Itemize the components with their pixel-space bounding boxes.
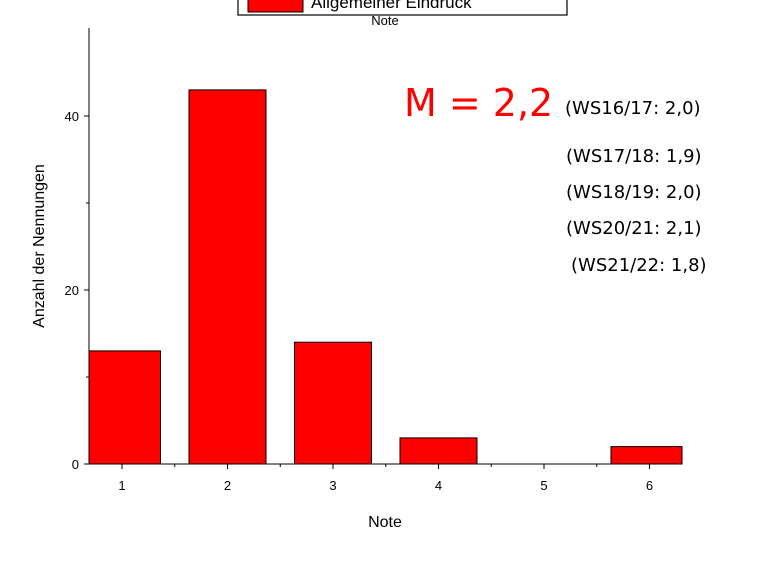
history-item: (WS20/21: 2,1) xyxy=(566,218,702,239)
history-item: (WS18/19: 2,0) xyxy=(566,182,702,203)
legend-swatch xyxy=(247,0,304,13)
plot-title: Note xyxy=(371,13,398,28)
x-axis-label: Note xyxy=(368,514,402,531)
x-ticks-group: 1 2 3 4 5 6 xyxy=(118,464,653,493)
history-item: (WS17/18: 1,9) xyxy=(566,146,702,167)
y-tick-label: 0 xyxy=(72,457,79,472)
x-tick-label: 1 xyxy=(118,478,125,493)
x-tick-label: 4 xyxy=(435,478,442,493)
legend-box xyxy=(237,0,568,16)
x-tick-label: 6 xyxy=(646,478,653,493)
mean-annotation: M = 2,2 xyxy=(404,81,553,125)
bar-6 xyxy=(610,446,683,465)
bar-2 xyxy=(188,89,267,465)
bar-4 xyxy=(399,437,478,465)
bar-3 xyxy=(294,341,372,465)
bars-group xyxy=(88,89,683,465)
history-item: (WS16/17: 2,0) xyxy=(565,98,701,119)
x-tick-label: 3 xyxy=(329,478,336,493)
x-tick-label: 5 xyxy=(540,478,547,493)
y-tick-label: 40 xyxy=(65,109,79,124)
legend: Allgemeiner Eindruck xyxy=(237,0,568,16)
history-item: (WS21/22: 1,8) xyxy=(571,255,707,276)
y-ticks-group: 0 20 40 xyxy=(65,109,89,472)
x-tick-label: 2 xyxy=(224,478,231,493)
y-tick-label: 20 xyxy=(65,283,79,298)
bar-1 xyxy=(88,350,161,465)
legend-label: Allgemeiner Eindruck xyxy=(311,0,472,12)
y-axis-label: Anzahl der Nennungen xyxy=(31,164,48,328)
